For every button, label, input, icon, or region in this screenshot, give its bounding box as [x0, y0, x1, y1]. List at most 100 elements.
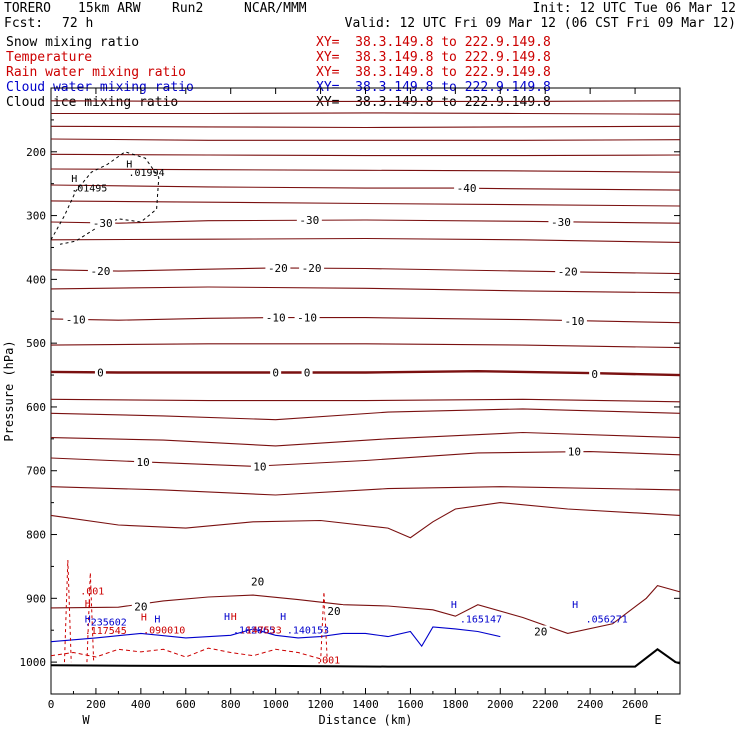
y-tick-label: 800 — [26, 529, 46, 542]
x-axis-label: Distance (km) — [319, 713, 413, 727]
header-init: Init: 12 UTC Tue 06 Mar 12 — [532, 1, 737, 16]
maximum-label-cloud_water: .140153 — [287, 625, 329, 636]
header-valid: Valid: 12 UTC Fri 09 Mar 12 (06 CST Fri … — [344, 16, 736, 31]
series-line-10 — [50, 267, 681, 275]
series-line-21 — [50, 584, 681, 634]
maximum-label-rain: .147533 — [240, 625, 282, 636]
isotherm-label: -20 — [90, 265, 110, 278]
maximum-label-snow: .01495 — [71, 183, 107, 194]
isotherm-label: 10 — [568, 446, 581, 459]
isotherm-label-bg — [299, 261, 325, 273]
series-line-17 — [50, 431, 681, 447]
x-tick-label: 1000 — [262, 698, 289, 711]
isotherm-label-bg — [325, 605, 344, 617]
isotherm-label: 10 — [136, 456, 149, 469]
isotherm-label: 20 — [134, 601, 147, 614]
maximum-label-cloud_water: H — [85, 615, 91, 626]
legend-cloud-ice-xy: XY= 38.3.149.8 to 222.9.149.8 — [316, 95, 551, 110]
x-tick-label: 2200 — [532, 698, 559, 711]
legend-rain-xy: XY= 38.3.149.8 to 222.9.149.8 — [316, 65, 551, 80]
maximum-label-rain: .001 — [316, 655, 340, 666]
isotherm-label: 10 — [253, 460, 266, 473]
maximum-label-cloud_water: .235602 — [85, 618, 127, 629]
isotherm-label: -20 — [268, 262, 288, 275]
maximum-label-cloud_water: H — [154, 615, 160, 626]
isotherm-label-bg — [296, 214, 322, 226]
series-line-7 — [50, 200, 681, 207]
series-line-9 — [50, 237, 681, 243]
isotherm-label: 0 — [304, 367, 311, 380]
series-line-23 — [50, 647, 321, 660]
isotherm-label-bg — [454, 182, 480, 194]
endpoint-label-east: E — [654, 713, 661, 727]
isotherm-label: 0 — [97, 367, 104, 380]
isotherm-label: -10 — [564, 315, 584, 328]
maximum-label-cloud_water: .162865 — [233, 625, 275, 636]
maximum-label-rain: .117545 — [85, 626, 127, 637]
maximum-label-rain: .090010 — [143, 625, 185, 636]
isotherm-label-bg — [270, 366, 282, 378]
isotherm-label: -30 — [551, 216, 571, 229]
maximum-label-cloud_water: H — [224, 612, 230, 623]
x-tick-label: 1800 — [442, 698, 469, 711]
maximum-label-rain: H — [231, 612, 237, 623]
maximum-label-cloud_water: .165147 — [460, 615, 502, 626]
legend-rain-label: Rain water mixing ratio — [6, 65, 187, 80]
isotherm-label-bg — [94, 366, 106, 378]
header-resolution: 15km ARW — [78, 1, 141, 16]
maximum-label-cloud_water: H — [572, 600, 578, 611]
x-tick-label: 0 — [48, 698, 55, 711]
isotherm-label-bg — [531, 625, 550, 637]
series-line-22 — [50, 626, 501, 648]
isotherm-label-bg — [90, 217, 116, 229]
x-tick-label: 2400 — [577, 698, 604, 711]
isotherm-label-bg — [250, 460, 269, 472]
series-line-20 — [50, 502, 681, 539]
terrain-line — [50, 648, 681, 668]
isotherm-label-bg — [589, 367, 601, 379]
series-line-4 — [50, 153, 681, 157]
isotherm-label: -30 — [93, 217, 113, 230]
endpoint-label-west: W — [82, 713, 90, 727]
y-tick-label: 700 — [26, 465, 46, 478]
isotherm-label-bg — [131, 600, 150, 612]
isotherm-label-bg — [63, 313, 89, 325]
x-tick-label: 1200 — [307, 698, 334, 711]
y-tick-label: 1000 — [20, 656, 47, 669]
isotherm-label-bg — [301, 366, 313, 378]
isotherm-label: -20 — [302, 262, 322, 275]
series-line-15 — [50, 398, 681, 403]
maximum-label-rain: .001 — [80, 586, 104, 597]
y-tick-label: 500 — [26, 337, 46, 350]
y-tick-label: 200 — [26, 146, 46, 159]
isotherm-label-bg — [561, 314, 587, 326]
x-tick-label: 800 — [221, 698, 241, 711]
isotherm-label-bg — [565, 445, 584, 457]
series-line-8 — [50, 219, 681, 224]
header-fcst-value: 72 h — [62, 16, 94, 31]
isotherm-label: -10 — [297, 312, 317, 325]
maximum-label-cloud_water: .056271 — [586, 615, 628, 626]
y-tick-label: 400 — [26, 273, 46, 286]
isotherm-label-bg — [555, 265, 581, 277]
y-tick-label: 900 — [26, 592, 46, 605]
series-line-6 — [50, 184, 681, 191]
series-line-14 — [50, 369, 681, 377]
x-tick-label: 1400 — [352, 698, 379, 711]
maximum-label-snow: .01994 — [129, 168, 165, 179]
y-tick-label: 300 — [26, 210, 46, 223]
isotherm-label: -40 — [457, 182, 477, 195]
isotherm-label: -10 — [266, 312, 286, 325]
maximum-label-rain: H — [141, 613, 147, 624]
maximum-label-snow: H — [71, 174, 77, 185]
series-line-2 — [50, 125, 681, 129]
isotherm-label: -10 — [66, 314, 86, 327]
maximum-label-cloud_water: H — [280, 612, 286, 623]
isotherm-label-bg — [248, 575, 267, 587]
legend-temperature-xy: XY= 38.3.149.8 to 222.9.149.8 — [316, 50, 551, 65]
isotherm-label: 0 — [272, 367, 279, 380]
isotherm-label-bg — [134, 455, 153, 467]
legend-cloud-ice-label: Cloud ice mixing ratio — [6, 95, 179, 110]
isotherm-label: 20 — [534, 625, 547, 638]
